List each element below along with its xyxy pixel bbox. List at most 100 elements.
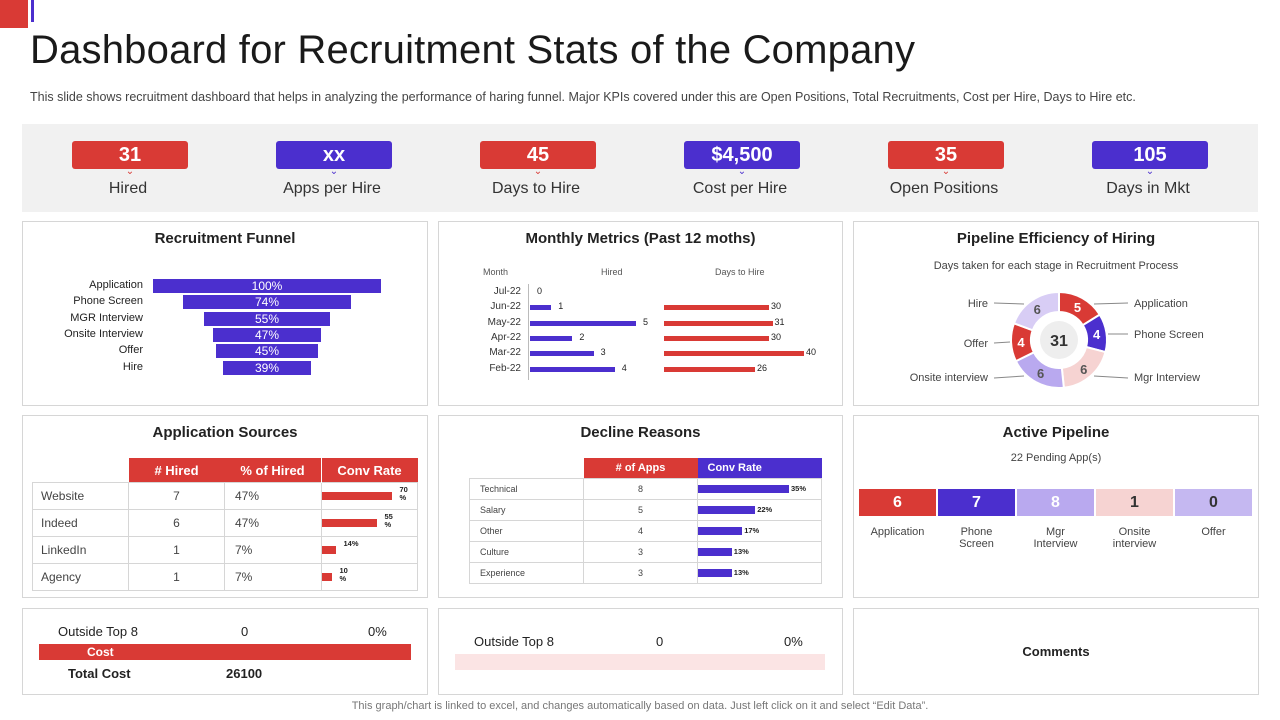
outside-top-bar [455, 654, 825, 670]
leader-line [993, 375, 1025, 379]
conv-rate-value: 17% [744, 526, 760, 535]
leader-line [1093, 302, 1129, 305]
conv-rate-cell: 17% [697, 520, 822, 542]
column-header: % of Hired [224, 458, 321, 483]
donut-chart: 31 5 Application 4 Phone Screen 6 Mgr Intervi… [910, 290, 1204, 389]
donut-center-value: 31 [1050, 333, 1068, 350]
outside-top-label: Outside Top 8 [474, 634, 554, 649]
funnel-stage-label: Application [89, 279, 143, 291]
pct-hired: 47% [224, 482, 322, 510]
outside-top-label: Outside Top 8 [58, 624, 138, 639]
apps-count: 4 [583, 520, 698, 542]
page-subtitle: This slide shows recruitment dashboard t… [30, 90, 1136, 104]
source-name: Website [32, 482, 129, 510]
outside-top-pct: 0% [368, 624, 387, 639]
funnel-stage-label: MGR Interview [70, 311, 143, 324]
total-cost-value: 26100 [226, 666, 263, 681]
days-value: 31 [774, 316, 785, 327]
pipeline-stage-label: Application [870, 526, 925, 538]
pipeline-stage-label: Onsite interview [1112, 526, 1157, 550]
conv-rate-bar [698, 485, 789, 493]
source-name: Indeed [32, 509, 129, 537]
decline-reason: Experience [469, 562, 584, 584]
panel-title: Active Pipeline [1002, 424, 1110, 441]
hired-value: 2 [579, 331, 585, 342]
chevron-down-icon: ⌄ [941, 166, 951, 177]
kpi-value: 105 [1092, 141, 1208, 169]
funnel-bar: 39% [222, 360, 312, 375]
page-title: Dashboard for Recruitment Stats of the C… [30, 28, 916, 72]
days-value: 26 [757, 362, 768, 373]
pipeline-stage-count: 7 [938, 489, 1015, 516]
panel-title: Monthly Metrics (Past 12 moths) [525, 230, 756, 247]
chevron-down-icon: ⌄ [737, 166, 747, 177]
decline-table: # of Apps Conv Rate Technical 8 35% Salary 5… [469, 458, 822, 584]
donut-stage-label: Offer [964, 338, 989, 350]
funnel-bar: 100% [153, 279, 381, 293]
hired-count: 1 [128, 563, 225, 591]
recruitment-funnel-panel: Recruitment Funnel Application 100% Phone … [22, 221, 428, 406]
days-value: 30 [771, 301, 782, 312]
kpi-apps-per-hire: xx ⌄ Apps per Hire [230, 124, 434, 212]
kpi-label: Days in Mkt [1106, 180, 1190, 197]
column-header-days: Days to Hire [715, 267, 765, 277]
pipeline-stage-count: 6 [859, 489, 936, 516]
kpi-value: 35 [888, 141, 1004, 169]
comments-panel[interactable]: Comments [853, 608, 1259, 695]
active-pipeline-panel: Active Pipeline 22 Pending App(s) 6 Appli… [853, 415, 1259, 598]
conv-rate-cell: 13% [697, 541, 822, 563]
table-row: LinkedIn 1 7% 14% [32, 536, 418, 564]
donut-slice-value: 5 [1074, 300, 1081, 315]
apps-count: 3 [583, 562, 698, 584]
conv-rate-value: 55 % [384, 512, 393, 529]
panel-title: Application Sources [152, 424, 298, 441]
month-label: Feb-22 [489, 362, 521, 374]
cost-label: Cost [87, 645, 114, 659]
days-value: 40 [806, 347, 817, 358]
hired-bar [530, 366, 615, 372]
hired-bar [530, 320, 636, 326]
table-row: Culture 3 13% [469, 541, 822, 563]
panel-title: Pipeline Efficiency of Hiring [956, 230, 1156, 247]
funnel-stage-label: Onsite Interview [64, 327, 143, 340]
hired-bar [530, 305, 552, 311]
conv-rate-bar [698, 506, 756, 514]
days-bar [664, 351, 804, 357]
conv-rate-bar [698, 527, 743, 535]
month-label: Jun-22 [490, 301, 521, 313]
donut-stage-label: Application [1134, 298, 1188, 310]
kpi-days-to-hire: 45 ⌄ Days to Hire [434, 124, 638, 212]
cost-bar: Cost [39, 644, 411, 660]
conv-rate-cell: 55 % [320, 509, 418, 537]
chevron-down-icon: ⌄ [125, 166, 135, 177]
decline-reason: Technical [469, 478, 584, 500]
application-sources-panel: Application Sources # Hired % of Hired C… [22, 415, 428, 598]
panel-subtitle: Days taken for each stage in Recruitment… [933, 260, 1179, 272]
hired-value: 5 [643, 316, 649, 327]
hired-bar [530, 335, 573, 341]
axis-line [528, 284, 529, 380]
comments-label: Comments [1022, 644, 1090, 659]
kpi-strip: 31 ⌄ Hired xx ⌄ Apps per Hire 45 ⌄ Days … [22, 124, 1258, 212]
conv-rate-bar [321, 492, 392, 500]
funnel-stage-label: Offer [118, 344, 143, 357]
pipeline-stage-label: Mgr Interview [1033, 526, 1078, 550]
kpi-cost-per-hire: $4,500 ⌄ Cost per Hire [638, 124, 842, 212]
month-label: Apr-22 [490, 331, 521, 343]
kpi-hired: 31 ⌄ Hired [26, 124, 230, 212]
apps-count: 3 [583, 541, 698, 563]
pct-hired: 7% [224, 563, 322, 591]
hired-value: 0 [537, 286, 543, 296]
sources-table: # Hired % of Hired Conv Rate Website 7 47%… [32, 458, 418, 591]
kpi-days-in-mkt: 105 ⌄ Days in Mkt [1046, 124, 1250, 212]
conv-rate-value: 22% [757, 505, 773, 514]
source-name: Agency [32, 563, 129, 591]
kpi-value: 45 [480, 141, 596, 169]
conv-rate-cell: 35% [697, 478, 822, 500]
kpi-value: $4,500 [684, 141, 800, 169]
apps-count: 8 [583, 478, 698, 500]
kpi-value: 31 [72, 141, 188, 169]
decline-reasons-panel: Decline Reasons # of Apps Conv Rate Tech… [438, 415, 843, 598]
funnel-stage-label: Phone Screen [73, 295, 143, 308]
pending-apps: 22 Pending App(s) [1010, 452, 1102, 464]
